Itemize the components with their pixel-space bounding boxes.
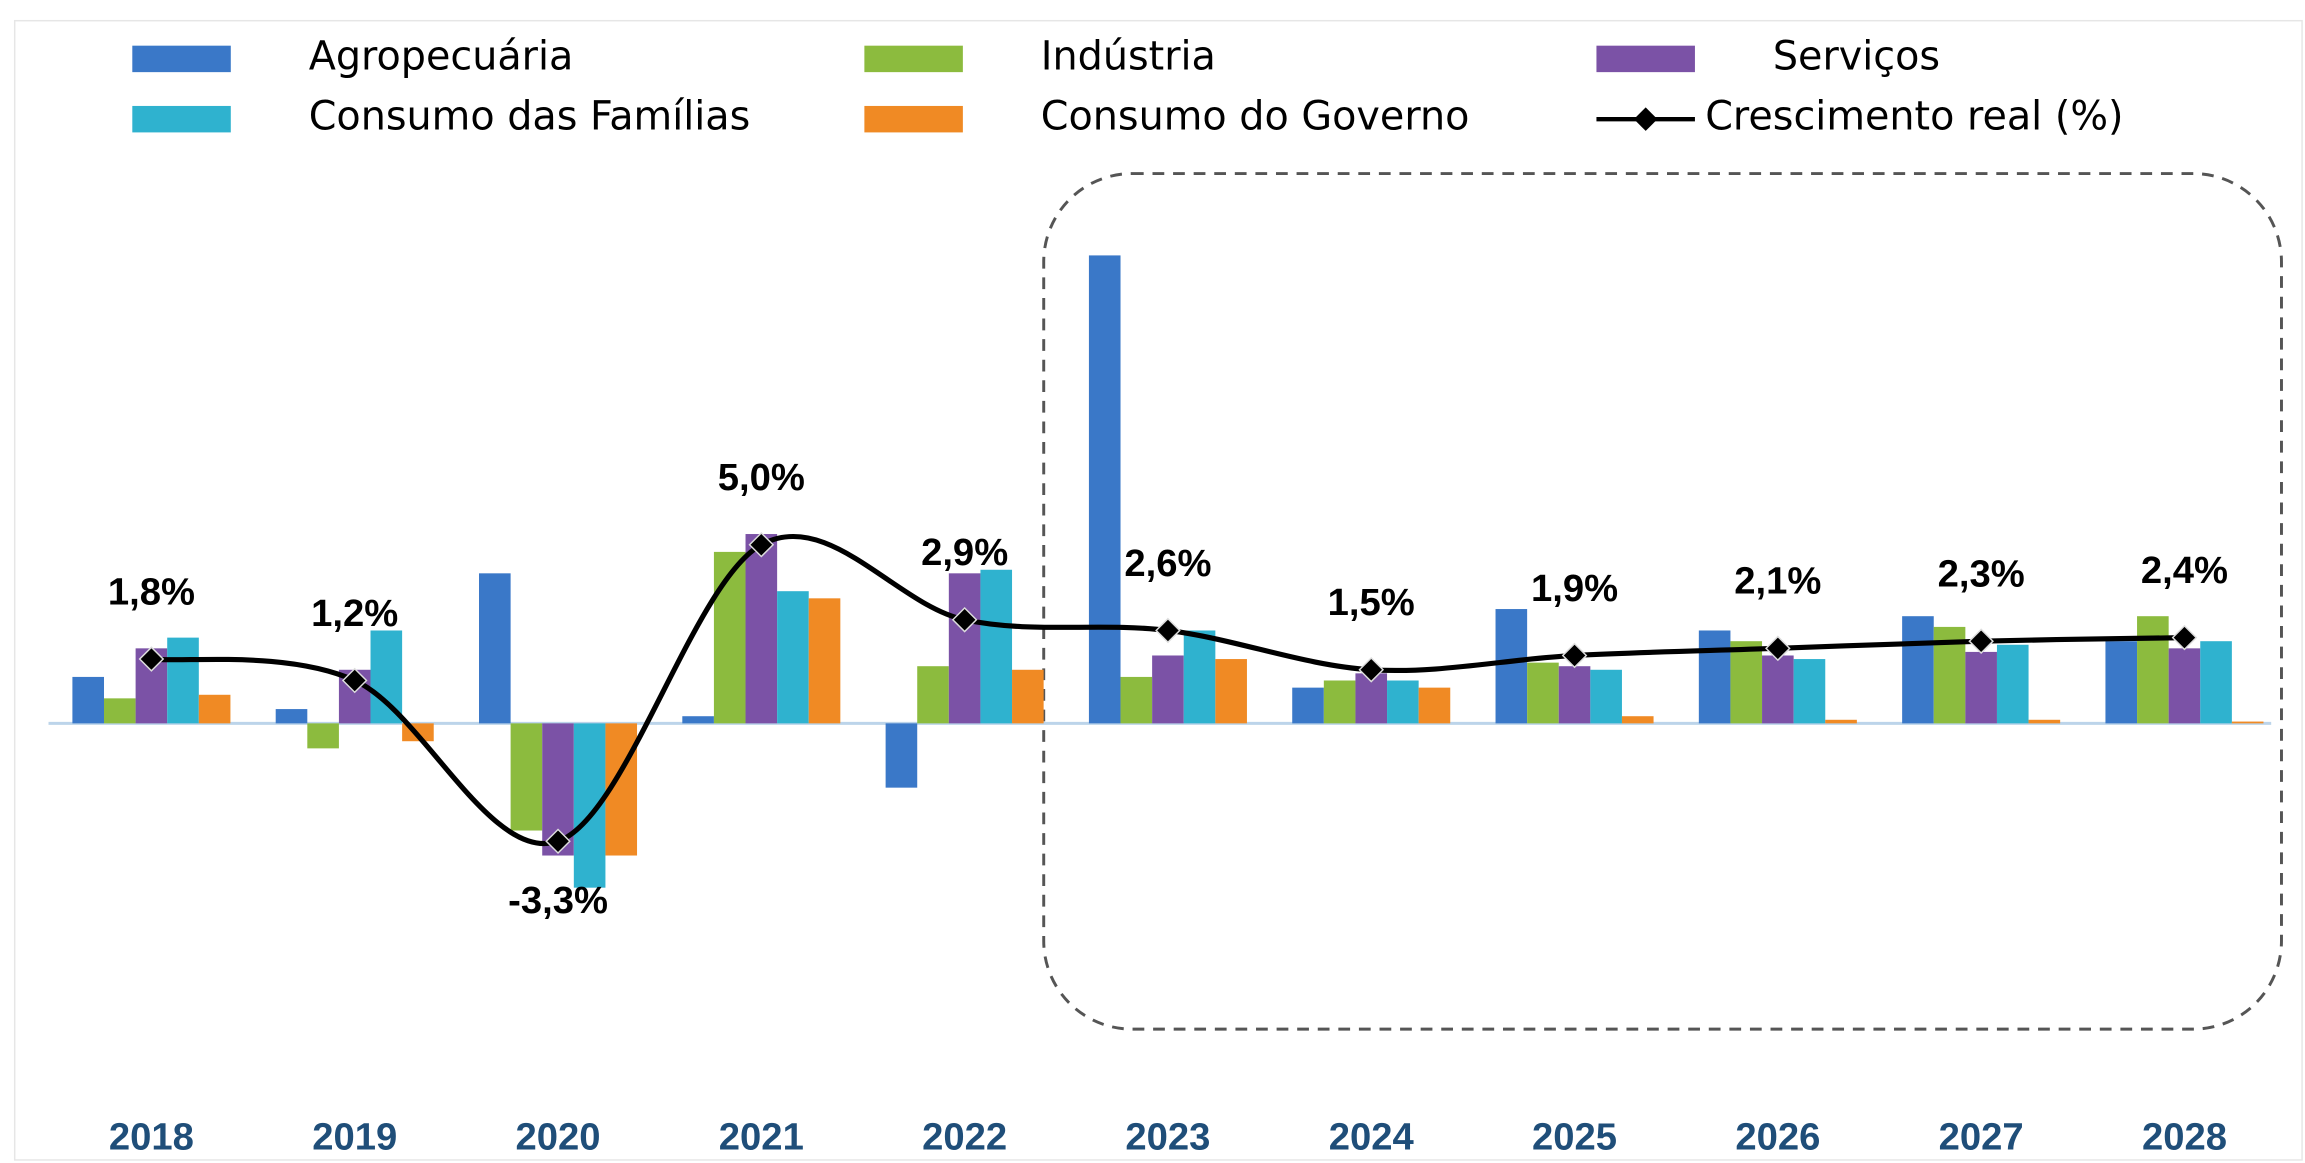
- bar: [1495, 609, 1528, 724]
- x-tick-label: 2023: [1125, 1115, 1210, 1158]
- bar: [980, 569, 1013, 724]
- bar: [1292, 687, 1324, 724]
- x-tick-label: 2024: [1329, 1115, 1415, 1158]
- bar: [370, 630, 403, 724]
- bar: [1120, 676, 1153, 724]
- x-tick-label: 2026: [1735, 1115, 1820, 1158]
- bar: [2200, 641, 2232, 724]
- bar: [1012, 669, 1044, 724]
- bar: [2028, 719, 2061, 724]
- bar: [1088, 255, 1121, 724]
- bar: [1793, 659, 1826, 724]
- forecast-box: [1042, 172, 2283, 1031]
- value-label: 5,0%: [718, 456, 805, 499]
- x-tick-label: 2020: [516, 1115, 601, 1158]
- bar: [2231, 721, 2264, 724]
- value-label: 1,8%: [108, 570, 195, 613]
- growth-marker: [951, 606, 978, 633]
- chart-frame: [13, 19, 2303, 1161]
- value-label: 2,1%: [1734, 560, 1821, 603]
- growth-line: [151, 534, 2185, 847]
- x-tick-label: 2025: [1532, 1115, 1617, 1158]
- legend-label: Serviços: [1773, 33, 1940, 79]
- bar: [1152, 655, 1184, 724]
- value-label: 2,4%: [2141, 549, 2228, 592]
- x-tick-label: 2018: [109, 1115, 194, 1158]
- bar: [1590, 669, 1622, 724]
- bar: [2168, 648, 2201, 724]
- bar: [1387, 680, 1419, 724]
- value-label: -3,3%: [508, 879, 608, 922]
- bar: [1996, 644, 2029, 724]
- bar: [1730, 641, 1763, 724]
- bar: [682, 716, 714, 724]
- bar: [1418, 687, 1451, 724]
- legend-marker: [1633, 107, 1658, 131]
- bar: [72, 676, 105, 724]
- value-label: 2,3%: [1938, 553, 2025, 596]
- legend-swatch: [864, 45, 963, 73]
- bar: [479, 573, 511, 724]
- bar: [1965, 651, 1997, 724]
- bar: [713, 551, 746, 724]
- bar: [1825, 719, 1857, 724]
- bar: [1902, 616, 1934, 724]
- x-tick-label: 2021: [719, 1115, 804, 1158]
- bar: [777, 591, 809, 724]
- legend-swatch: [864, 105, 963, 133]
- growth-marker: [138, 646, 165, 672]
- growth-marker: [545, 828, 571, 855]
- growth-marker: [1155, 617, 1181, 644]
- bar: [104, 698, 136, 724]
- bar: [510, 723, 543, 831]
- legend-label: Crescimento real (%): [1705, 94, 2123, 140]
- value-label: 1,5%: [1328, 581, 1415, 624]
- legend-label: Indústria: [1041, 33, 1216, 79]
- growth-marker: [2171, 624, 2198, 651]
- bar: [275, 709, 308, 724]
- bar: [917, 666, 949, 724]
- legend-label: Consumo das Famílias: [309, 94, 751, 140]
- bar: [745, 534, 778, 724]
- bar: [1558, 666, 1591, 724]
- growth-marker: [748, 531, 775, 558]
- x-tick-label: 2022: [922, 1115, 1007, 1158]
- bar: [1323, 680, 1356, 724]
- x-tick-label: 2028: [2142, 1115, 2227, 1158]
- growth-marker: [1765, 635, 1791, 662]
- bar: [1621, 716, 1654, 724]
- value-label: 1,9%: [1531, 567, 1618, 610]
- bar: [307, 723, 339, 749]
- value-label: 1,2%: [311, 592, 398, 635]
- growth-marker: [341, 667, 368, 694]
- bar: [2137, 616, 2169, 724]
- bar: [1215, 659, 1247, 724]
- growth-marker: [1561, 642, 1588, 669]
- growth-marker: [1968, 628, 1994, 654]
- x-tick-label: 2019: [312, 1115, 397, 1158]
- growth-marker: [1358, 656, 1385, 683]
- legend-label: Agropecuária: [309, 33, 574, 79]
- value-label: 2,6%: [1124, 542, 1211, 585]
- legend-swatch: [132, 45, 231, 73]
- legend-swatch: [1596, 45, 1695, 73]
- bar: [1698, 630, 1731, 724]
- bar: [167, 637, 199, 724]
- legend-swatch: [132, 105, 231, 133]
- bar: [1762, 655, 1794, 724]
- x-tick-label: 2027: [1939, 1115, 2024, 1158]
- bar: [1527, 662, 1559, 724]
- bar: [948, 573, 981, 724]
- bar: [2105, 641, 2138, 724]
- bar: [808, 598, 841, 724]
- legend-label: Consumo do Governo: [1041, 94, 1470, 140]
- bar: [1183, 630, 1216, 724]
- value-label: 2,9%: [921, 531, 1008, 574]
- bar: [885, 723, 918, 788]
- bar: [198, 694, 231, 724]
